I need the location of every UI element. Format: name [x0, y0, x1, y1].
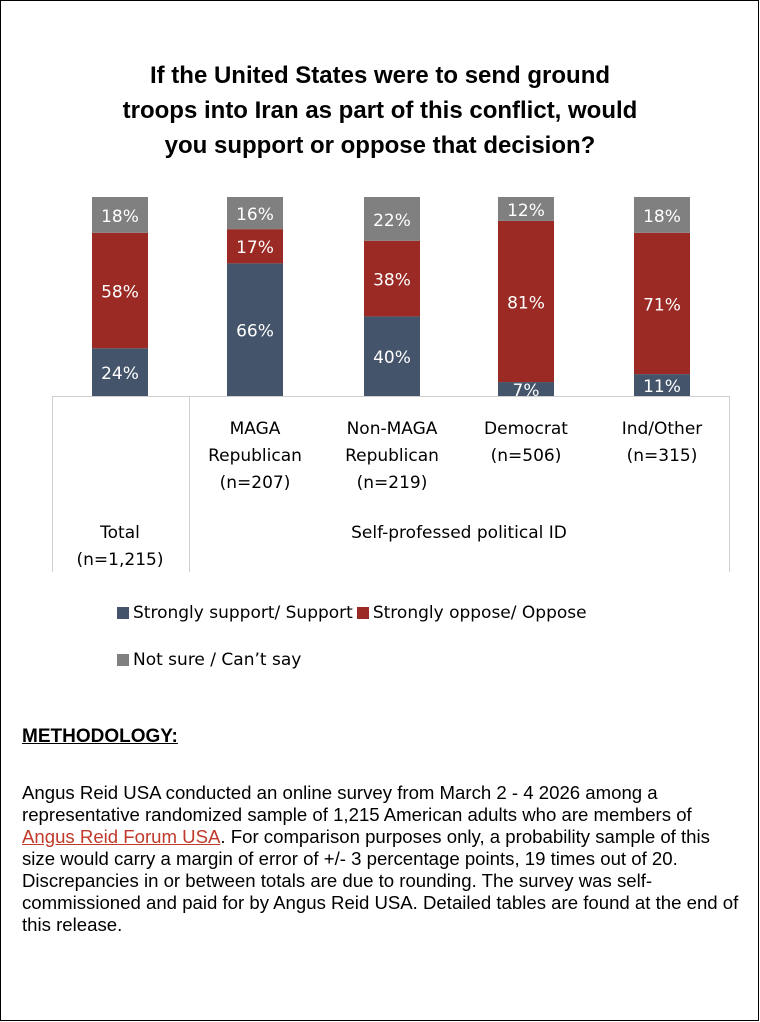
- bar-segment-4-2: [634, 197, 690, 233]
- bar-segment-0-0: [92, 348, 148, 396]
- data-label-2-2: 22%: [373, 211, 411, 231]
- legend-swatch-oppose: [356, 607, 369, 619]
- stacked-bar-chart: 24% 58% 18% 66% 17% 16% 40% 38% 22% 7% 81% 12% 11% 71…: [52, 197, 730, 572]
- legend-row-2: Not sure / Can’t say: [117, 650, 305, 670]
- methodology-text-part-2: . For comparison purposes only, a probab…: [22, 826, 739, 935]
- category-label-0-1: (n=1,215): [77, 550, 164, 570]
- legend-swatch-support: [117, 607, 129, 619]
- legend-label-not-sure: Not sure / Can’t say: [133, 650, 302, 670]
- data-label-2-1: 38%: [373, 271, 411, 291]
- bar-segment-2-0: [364, 316, 420, 396]
- bar-segment-3-2: [498, 197, 554, 221]
- category-label-1-0: MAGA: [230, 419, 281, 439]
- category-label-3-1: (n=506): [491, 446, 562, 466]
- bar-segment-1-1: [227, 229, 283, 264]
- category-label-3-0: Democrat: [484, 419, 568, 439]
- methodology-heading: METHODOLOGY:: [22, 726, 178, 747]
- data-label-3-0: 7%: [513, 381, 540, 401]
- data-label-0-2: 18%: [101, 207, 139, 227]
- legend-label-support: Strongly support/ Support: [133, 603, 353, 623]
- category-label-1-2: (n=207): [220, 473, 291, 493]
- data-label-3-2: 12%: [507, 201, 545, 221]
- methodology-text-part-1: Angus Reid USA conducted an online surve…: [22, 782, 692, 825]
- category-label-2-0: Non-MAGA: [347, 419, 438, 439]
- data-label-1-2: 16%: [236, 205, 274, 225]
- data-label-4-1: 71%: [643, 295, 681, 315]
- data-label-2-0: 40%: [373, 348, 411, 368]
- data-label-3-1: 81%: [507, 293, 545, 313]
- title-line-1: If the United States were to send ground: [149, 62, 611, 89]
- data-label-1-0: 66%: [236, 322, 274, 342]
- methodology-text: Angus Reid USA conducted an online surve…: [22, 782, 742, 936]
- data-label-1-1: 17%: [236, 238, 274, 258]
- data-label-4-2: 18%: [643, 207, 681, 227]
- angus-reid-forum-link[interactable]: Angus Reid Forum USA: [22, 826, 221, 847]
- category-label-4-1: (n=315): [627, 446, 698, 466]
- data-label-0-0: 24%: [101, 364, 139, 384]
- category-label-2-2: (n=219): [357, 473, 428, 493]
- bar-segment-1-0: [227, 263, 283, 396]
- category-label-2-1: Republican: [345, 446, 439, 466]
- bar-segment-0-1: [92, 232, 148, 349]
- category-label-4-0: Ind/Other: [622, 419, 703, 439]
- legend-label-oppose: Strongly oppose/ Oppose: [372, 603, 587, 623]
- chart-title: If the United States were to send ground…: [60, 58, 700, 163]
- data-label-4-0: 11%: [643, 377, 681, 397]
- group-label: Self-professed political ID: [351, 523, 567, 543]
- category-label-1-1: Republican: [208, 446, 302, 466]
- title-line-2: troops into Iran as part of this conflic…: [122, 97, 638, 124]
- bar-segment-2-1: [364, 240, 420, 317]
- bar-segment-4-1: [634, 232, 690, 375]
- legend-item-not-sure: Not sure / Can’t say: [117, 650, 301, 670]
- bar-segment-3-0: [498, 382, 554, 396]
- bar-segment-2-2: [364, 197, 420, 241]
- bar-segment-0-2: [92, 197, 148, 233]
- legend-item-oppose: Strongly oppose/ Oppose: [356, 603, 587, 623]
- data-label-0-1: 58%: [101, 283, 139, 303]
- bar-segment-4-0: [634, 374, 690, 396]
- legend-item-support: Strongly support/ Support: [117, 603, 353, 623]
- title-line-3: you support or oppose that decision?: [164, 132, 596, 159]
- legend-swatch-not-sure: [117, 654, 129, 666]
- bar-segment-1-2: [227, 197, 283, 230]
- bar-segment-3-1: [498, 220, 554, 383]
- category-label-0-0: Total: [99, 523, 140, 543]
- legend-row-1: Strongly support/ Support Strongly oppos…: [117, 603, 591, 623]
